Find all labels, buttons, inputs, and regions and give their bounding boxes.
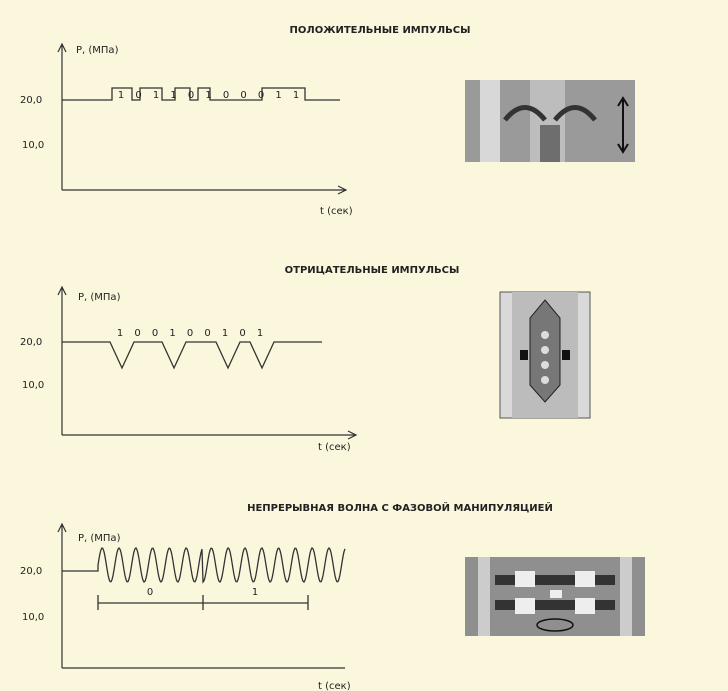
bit-label: 1 (293, 90, 299, 101)
tool-image (465, 80, 635, 162)
bit-label: 1 (252, 587, 258, 598)
bit-label: 0 (152, 328, 158, 339)
y-tick-label: 10,0 (22, 140, 44, 151)
bit-label: 1 (257, 328, 263, 339)
x-axis-label: t (сек) (318, 442, 351, 453)
y-axis-label: P, (МПа) (78, 292, 121, 303)
bit-label: 1 (117, 328, 123, 339)
x-axis-label: t (сек) (320, 206, 353, 217)
bit-label: 0 (188, 90, 194, 101)
bit-label: 1 (275, 90, 281, 101)
bit-label: 0 (258, 90, 264, 101)
bit-label: 0 (204, 328, 210, 339)
bit-label: 0 (135, 90, 141, 101)
bit-label: 0 (240, 90, 246, 101)
tool-image (465, 557, 645, 636)
x-axis-label: t (сек) (318, 681, 351, 691)
bit-label: 1 (222, 328, 228, 339)
tool-image (500, 292, 590, 418)
bit-label: 1 (170, 90, 176, 101)
bit-label: 0 (134, 328, 140, 339)
panel-title: ПОЛОЖИТЕЛЬНЫЕ ИМПУЛЬСЫ (290, 25, 471, 36)
y-tick-label: 10,0 (22, 612, 44, 623)
y-tick-label: 20,0 (20, 337, 42, 348)
y-axis-label: P, (МПа) (78, 533, 121, 544)
panel-title: ОТРИЦАТЕЛЬНЫЕ ИМПУЛЬСЫ (285, 265, 460, 276)
panel-title: НЕПРЕРЫВНАЯ ВОЛНА С ФАЗОВОЙ МАНИПУЛЯЦИЕЙ (247, 501, 553, 514)
bit-label: 1 (169, 328, 175, 339)
y-tick-label: 20,0 (20, 566, 42, 577)
bit-label: 1 (118, 90, 124, 101)
bit-label: 1 (205, 90, 211, 101)
bit-label: 0 (187, 328, 193, 339)
y-tick-label: 20,0 (20, 95, 42, 106)
bit-label: 0 (147, 587, 153, 598)
y-axis-label: P, (МПа) (76, 45, 119, 56)
bit-label: 0 (239, 328, 245, 339)
y-tick-label: 10,0 (22, 380, 44, 391)
bit-label: 0 (223, 90, 229, 101)
bit-label: 1 (153, 90, 159, 101)
diagram: ПОЛОЖИТЕЛЬНЫЕ ИМПУЛЬСЫ P, (МПа) t (сек) … (0, 0, 728, 691)
